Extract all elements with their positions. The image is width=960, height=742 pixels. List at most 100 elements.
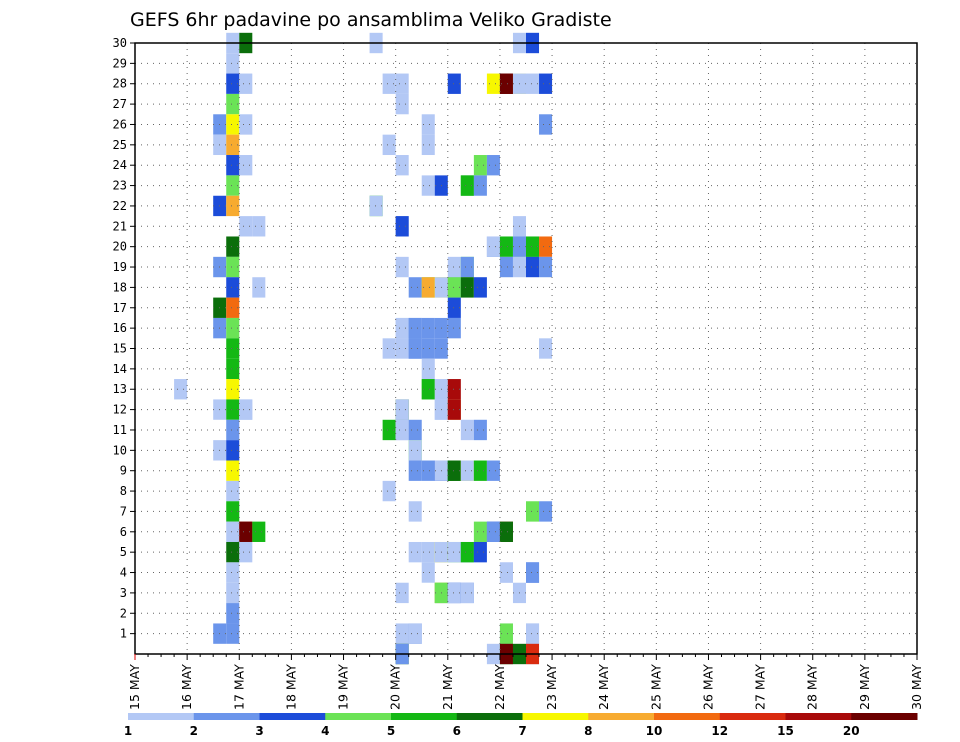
colorbar-segment — [128, 713, 195, 720]
heatmap-cell — [226, 114, 240, 135]
heatmap-cell — [226, 480, 240, 502]
heatmap-cells — [174, 32, 553, 665]
heatmap-cell — [499, 73, 513, 94]
heatmap-cell — [226, 93, 240, 115]
heatmap-cell — [460, 460, 474, 481]
y-tick-label: 28 — [113, 77, 127, 91]
heatmap-cell — [226, 338, 240, 359]
heatmap-cell — [382, 419, 396, 441]
x-tick-label: 21 MAY — [440, 664, 455, 710]
heatmap-cell — [486, 155, 500, 176]
heatmap-cell — [395, 93, 409, 115]
heatmap-cell — [486, 236, 500, 257]
y-tick-label: 27 — [113, 97, 127, 111]
heatmap-cell — [486, 73, 500, 94]
heatmap-cell — [447, 73, 461, 94]
y-tick-label: 30 — [113, 36, 127, 50]
heatmap-cell — [226, 440, 240, 461]
heatmap-cell — [473, 419, 487, 441]
heatmap-cell — [226, 277, 240, 298]
y-tick-label: 17 — [113, 301, 127, 315]
heatmap-cell — [239, 114, 253, 135]
y-tick-label: 12 — [113, 403, 127, 417]
x-tick-label: 29 MAY — [857, 664, 872, 710]
y-tick-label: 19 — [113, 260, 127, 274]
heatmap-cell — [395, 338, 409, 359]
heatmap-cell — [539, 114, 553, 135]
heatmap-cell — [526, 562, 540, 583]
y-tick-label: 5 — [120, 545, 127, 559]
y-tick-label: 6 — [120, 525, 127, 539]
heatmap-cell — [226, 256, 240, 278]
y-tick-label: 29 — [113, 56, 127, 70]
heatmap-cell — [226, 399, 240, 420]
heatmap-cell — [421, 317, 435, 339]
heatmap-cell — [395, 582, 409, 604]
x-tick-label: 23 MAY — [544, 664, 559, 710]
x-tick-label: 17 MAY — [231, 664, 246, 710]
heatmap-cell — [460, 541, 474, 563]
x-tick-label: 30 MAY — [909, 664, 924, 710]
colorbar-label: 3 — [255, 724, 263, 738]
heatmap-cell — [395, 399, 409, 420]
heatmap-cell — [499, 521, 513, 542]
heatmap-cell — [526, 236, 540, 257]
heatmap-cell — [526, 623, 540, 644]
y-tick-label: 24 — [113, 158, 127, 172]
colorbar-segment — [391, 713, 458, 720]
heatmap-cell — [539, 73, 553, 94]
heatmap-cell — [252, 277, 266, 298]
heatmap-cell — [421, 114, 435, 135]
heatmap-cell — [226, 175, 240, 196]
heatmap-cell — [226, 603, 240, 624]
colorbar-label: 8 — [584, 724, 592, 738]
heatmap-cell — [226, 134, 240, 156]
heatmap-cell — [460, 277, 474, 298]
heatmap-cell — [382, 134, 396, 156]
heatmap-cell — [460, 256, 474, 278]
colorbar-label: 20 — [843, 724, 860, 738]
heatmap-cell — [408, 501, 422, 522]
heatmap-cell — [460, 175, 474, 196]
colorbar-segment — [325, 713, 392, 720]
colorbar-segment — [785, 713, 852, 720]
heatmap-cell — [252, 216, 266, 237]
heatmap-cell — [226, 358, 240, 380]
heatmap-cell — [239, 521, 253, 542]
y-tick-label: 9 — [120, 464, 127, 478]
heatmap-cell — [226, 419, 240, 441]
heatmap-cell — [395, 216, 409, 237]
heatmap-cell — [395, 317, 409, 339]
colorbar-segment — [193, 713, 260, 720]
heatmap-cell — [239, 216, 253, 237]
y-axis: 1234567891011121314151617181920212223242… — [113, 36, 135, 641]
heatmap-cell — [447, 297, 461, 318]
x-tick-label: 27 MAY — [753, 664, 768, 710]
heatmap-cell — [382, 480, 396, 502]
heatmap-cell — [447, 277, 461, 298]
heatmap-cell — [226, 379, 240, 400]
heatmap-cell — [239, 399, 253, 420]
heatmap-cell — [473, 541, 487, 563]
heatmap-cell — [226, 460, 240, 481]
y-tick-label: 15 — [113, 342, 127, 356]
colorbar: 1 2 3 4 5 6 7 8 10 12 15 20 — [124, 713, 918, 738]
x-tick-label: 22 MAY — [492, 664, 507, 710]
heatmap-cell — [421, 460, 435, 481]
colorbar-segment — [654, 713, 721, 720]
colorbar-label: 7 — [518, 724, 526, 738]
heatmap-cell — [226, 623, 240, 644]
colorbar-segment — [851, 713, 918, 720]
heatmap-cell — [226, 195, 240, 217]
heatmap-cell — [473, 277, 487, 298]
heatmap-cell — [226, 582, 240, 604]
heatmap-cell — [460, 582, 474, 604]
heatmap-cell — [226, 236, 240, 257]
x-tick-label: 28 MAY — [805, 664, 820, 710]
colorbar-segment — [719, 713, 786, 720]
x-tick-label: 26 MAY — [700, 664, 715, 710]
heatmap-cell — [408, 541, 422, 563]
y-tick-label: 14 — [113, 362, 127, 376]
y-tick-label: 20 — [113, 240, 127, 254]
